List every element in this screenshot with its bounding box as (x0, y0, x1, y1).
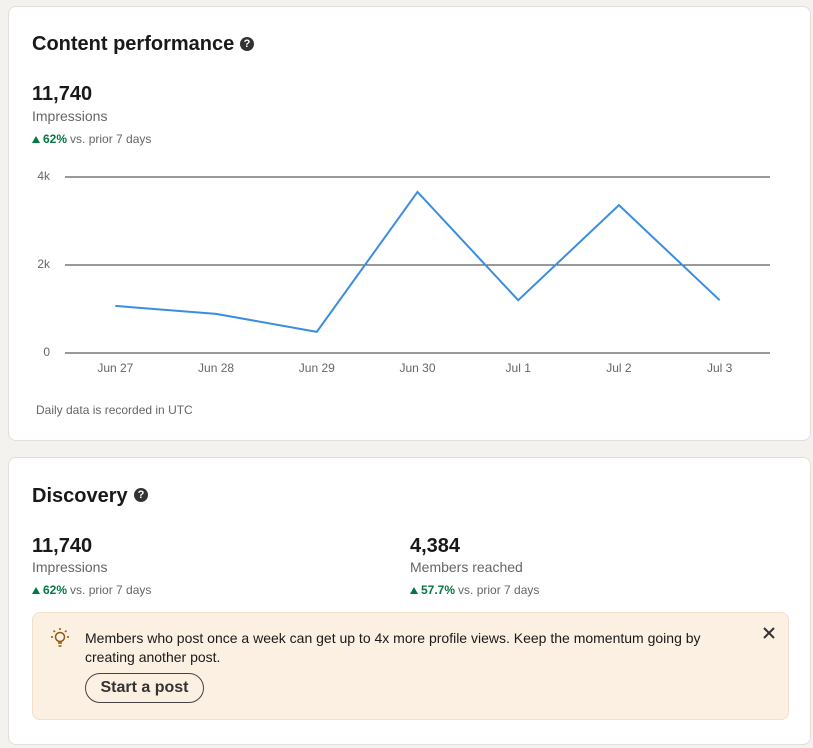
footnote: Daily data is recorded in UTC (36, 403, 193, 417)
change-value: 57.7% (421, 583, 456, 597)
metric-label: Members reached (410, 559, 523, 575)
up-arrow (32, 135, 40, 143)
chart: 0 2k 4k Jun 27 Jun 28 Jun 29 Jun 30 Jul 1 Jul 2 J… (37, 169, 770, 375)
change-value: 62% (43, 132, 68, 146)
x-tick-label: Jul 3 (707, 361, 733, 375)
change: 62% vs. prior 7 days (32, 132, 151, 146)
lightbulb-icon (51, 628, 69, 647)
metric-value: 4,384 (410, 535, 461, 557)
help-icon[interactable]: ? (240, 37, 254, 51)
metric-label: Impressions (32, 108, 108, 124)
up-arrow (32, 586, 40, 594)
card-title: Content performance (32, 33, 235, 55)
metric-value: 11,740 (32, 535, 93, 557)
discovery-card: Discovery ? 11,740 Impressions 62% vs. p… (8, 457, 811, 745)
line-series (115, 190, 721, 333)
change-note: vs. prior 7 days (70, 132, 152, 146)
change: 62% vs. prior 7 days (32, 583, 151, 597)
x-tick-label: Jun 29 (299, 361, 335, 375)
y-tick-label: 2k (37, 257, 51, 271)
x-tick-label: Jul 1 (506, 361, 532, 375)
card-title: Discovery (32, 485, 128, 507)
start-post-button[interactable]: Start a post (85, 673, 204, 703)
change-value: 62% (43, 583, 68, 597)
change-note: vs. prior 7 days (70, 583, 152, 597)
tip-banner: Members who post once a week can get up … (32, 612, 789, 720)
metric-label: Impressions (32, 559, 108, 575)
y-tick-label: 4k (37, 169, 51, 183)
tip-text: Members who post once a week can get up … (85, 630, 701, 665)
change-note: vs. prior 7 days (458, 583, 540, 597)
metric-value: 11,740 (32, 83, 93, 105)
x-tick-label: Jul 2 (606, 361, 632, 375)
up-arrow (410, 586, 418, 594)
x-tick-label: Jun 30 (399, 361, 435, 375)
change: 57.7% vs. prior 7 days (410, 583, 539, 597)
x-tick-label: Jun 28 (198, 361, 234, 375)
y-tick-label: 0 (43, 345, 50, 359)
content-performance-card: Content performance ? 11,740 Impressions… (8, 6, 811, 441)
close-button[interactable] (762, 626, 776, 640)
help-icon[interactable]: ? (134, 488, 148, 502)
x-tick-label: Jun 27 (97, 361, 133, 375)
